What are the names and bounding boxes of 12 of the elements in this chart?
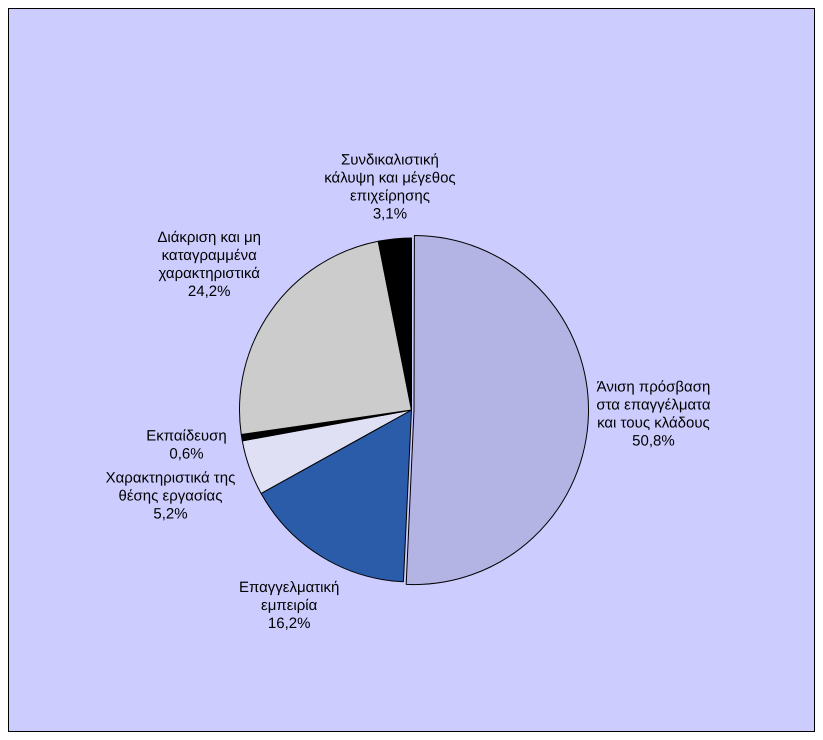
slice-label: Χαρακτηριστικά της θέσης εργασίας (106, 469, 236, 504)
slice-label: Συνδικαλιστική κάλυψη και μέγεθος επιχείρησης (324, 152, 456, 205)
data-label: 50,8% (632, 432, 675, 450)
slice-label: Διάκριση και μη καταγραμμένα χαρακτηριστικά (157, 229, 262, 282)
data-label: 24,2% (188, 283, 230, 300)
slice-label: Εκπαίδευση (146, 427, 227, 444)
slice-label: Επαγγελματική εμπειρία (238, 578, 340, 614)
data-label: 16,2% (268, 614, 310, 632)
data-label: 5,2% (153, 505, 188, 522)
data-label: 3,1% (372, 206, 408, 223)
slice-label: Άνιση πρόσβαση στα επαγγέλματα και τους κλάδους (596, 378, 711, 432)
data-label: 0,6% (169, 445, 204, 462)
